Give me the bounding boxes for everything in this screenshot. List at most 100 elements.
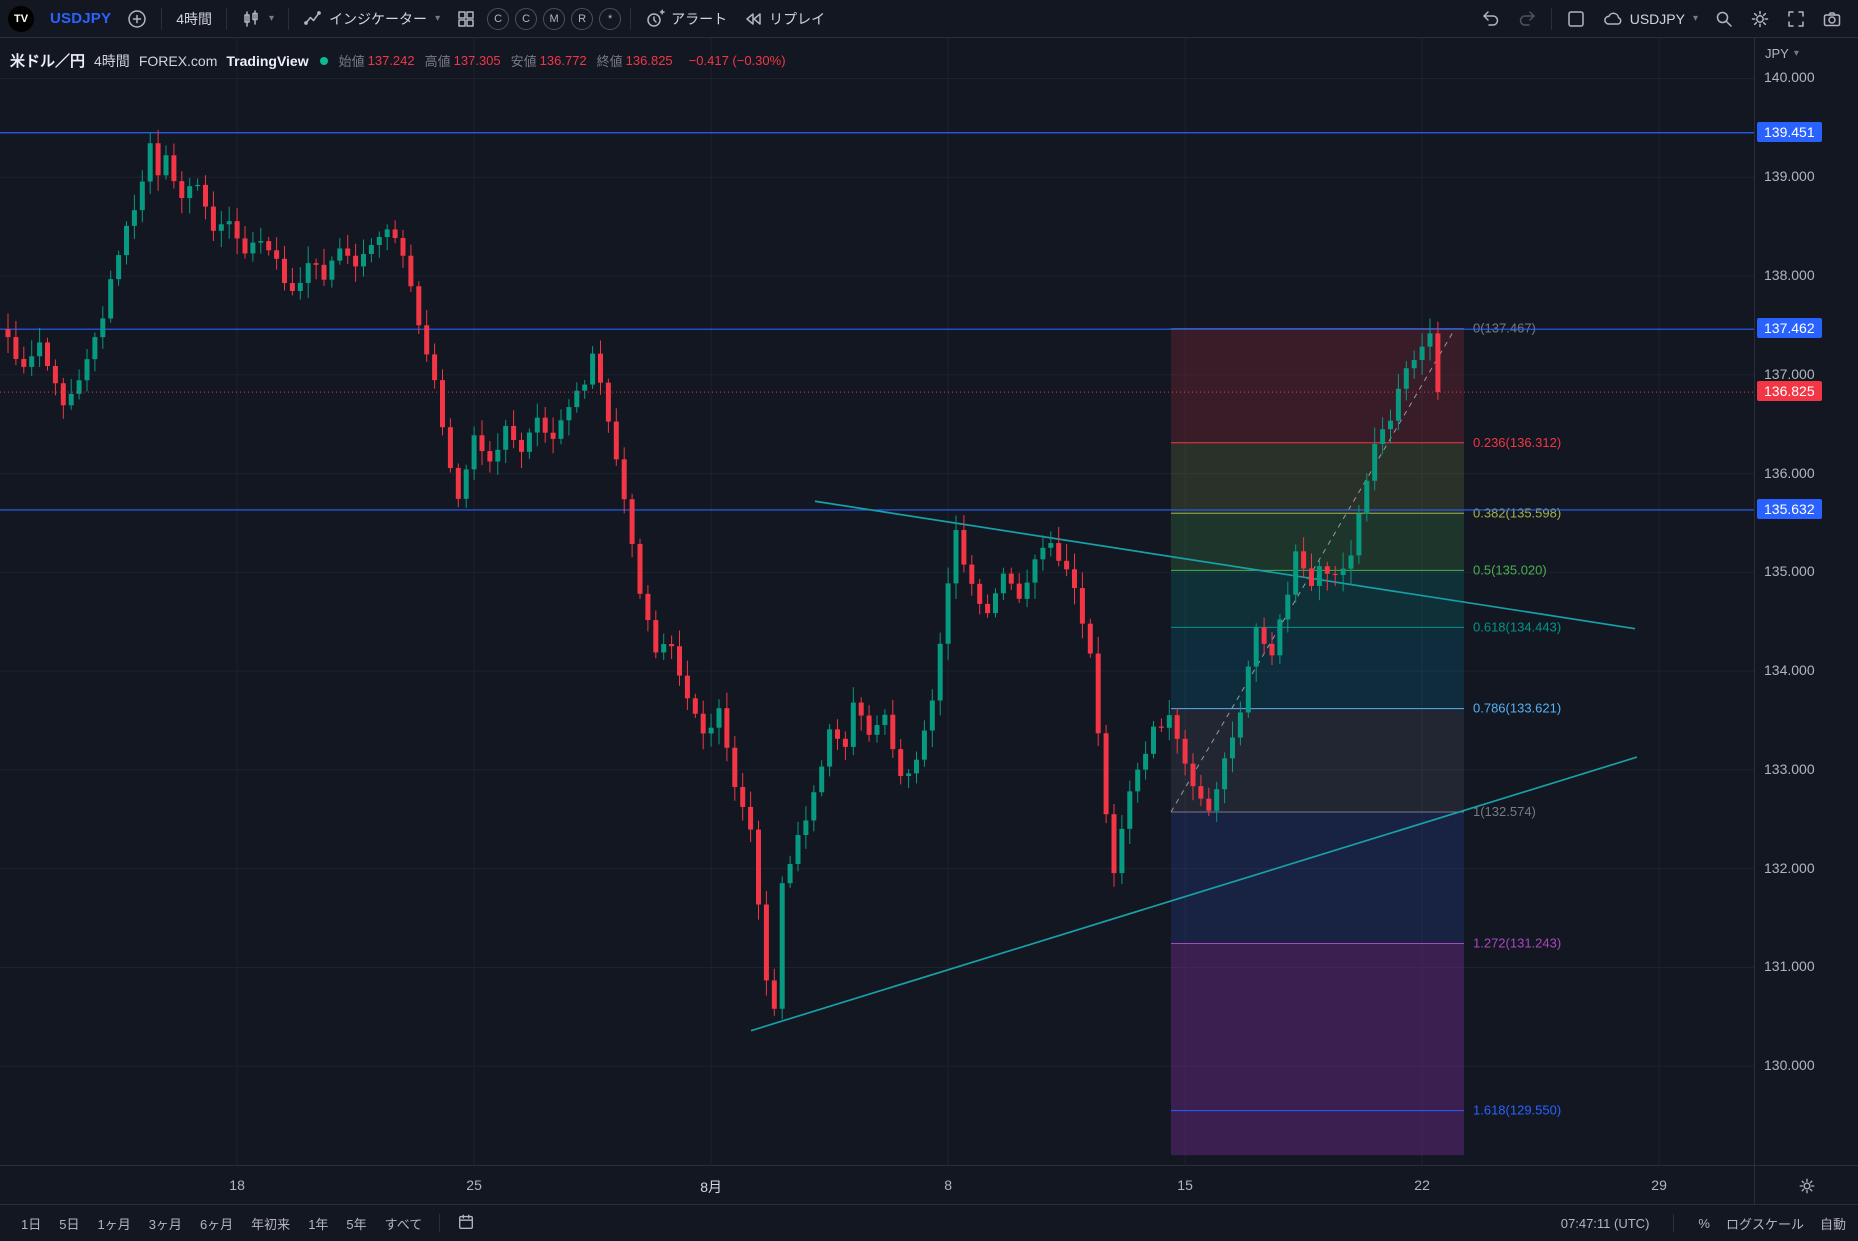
template-button-group: C C M R * <box>484 7 624 30</box>
toolbar-divider <box>1550 7 1552 30</box>
redo-icon <box>1519 10 1535 26</box>
toolbar-divider <box>288 7 290 30</box>
time-axis[interactable]: 18 25 8月 8 15 22 29 <box>0 1165 1858 1205</box>
range-button-6ヶ月[interactable]: 6ヶ月 <box>199 1216 234 1232</box>
time-axis-label: 22 <box>1414 1177 1430 1193</box>
symbol-title[interactable]: 米ドル／円 <box>10 53 86 70</box>
ohlc-label: 始値 <box>338 54 365 69</box>
fullscreen-button[interactable] <box>1778 5 1814 33</box>
snapshot-button[interactable] <box>1814 5 1850 33</box>
price-badge: 137.462 <box>1757 318 1822 339</box>
ohlc-value: 136.825 <box>625 53 673 68</box>
range-button-年初来[interactable]: 年初来 <box>251 1216 291 1232</box>
horizontal-line-drawings[interactable] <box>0 132 1754 511</box>
percent-scale-button[interactable]: % <box>1698 1215 1710 1231</box>
top-toolbar: TV USDJPY 4時間 ▾ インジケーター <box>0 0 1858 38</box>
plus-circle-icon <box>128 9 146 28</box>
symbol-search-button[interactable]: USDJPY <box>42 5 119 33</box>
compare-add-button[interactable] <box>119 5 155 33</box>
price-tick: 138.000 <box>1764 267 1815 284</box>
axis-corner <box>1754 1166 1858 1205</box>
layout-square-icon <box>1567 10 1584 27</box>
ohlc-value: 136.772 <box>539 53 587 68</box>
camera-icon <box>1823 11 1841 26</box>
price-tick: 139.000 <box>1764 168 1815 185</box>
time-axis-label: 18 <box>229 1177 245 1193</box>
template-button-4[interactable]: R <box>571 7 594 30</box>
bottom-divider <box>1673 1214 1675 1232</box>
chart-pane[interactable]: 0(137.467) 0.236(136.312) 0.382(135.598) 0.… <box>0 38 1858 1165</box>
tradingview-attribution[interactable]: TradingView <box>226 52 309 69</box>
go-to-date-button[interactable] <box>448 1210 484 1237</box>
template-button-3[interactable]: M <box>543 7 566 30</box>
time-axis-label: 25 <box>466 1177 482 1193</box>
settings-button[interactable] <box>1742 5 1778 33</box>
chevron-down-icon: ▾ <box>1692 13 1698 24</box>
alert-button[interactable]: アラート <box>637 5 735 33</box>
symbol-label: USDJPY <box>50 10 112 27</box>
price-tick: 136.000 <box>1764 464 1815 481</box>
range-button-1ヶ月[interactable]: 1ヶ月 <box>97 1216 131 1232</box>
ohlc-label: 高値 <box>424 54 451 69</box>
indicators-button[interactable]: インジケーター ▾ <box>295 5 448 33</box>
price-tick: 137.000 <box>1764 365 1815 382</box>
undo-icon <box>1482 10 1498 26</box>
template-button-5[interactable]: * <box>599 7 622 30</box>
range-button-group: 1日 5日 1ヶ月 3ヶ月 6ヶ月 年初来 1年 5年 すべて <box>12 1211 431 1236</box>
price-tick: 130.000 <box>1764 1057 1815 1074</box>
template-button-1[interactable]: C <box>487 7 510 30</box>
axis-settings-gear-icon[interactable] <box>1798 1177 1816 1195</box>
range-button-1年[interactable]: 1年 <box>308 1216 329 1232</box>
price-badge: 136.825 <box>1757 381 1822 402</box>
search-button[interactable] <box>1706 5 1742 33</box>
chevron-down-icon: ▾ <box>1793 48 1799 59</box>
chart-canvas[interactable]: 0(137.467) 0.236(136.312) 0.382(135.598) 0.… <box>0 38 1754 1165</box>
grid-layout-icon <box>458 10 474 27</box>
fib-level-label: 0.236(136.312) <box>1473 435 1561 450</box>
interval-button[interactable]: 4時間 <box>168 5 220 33</box>
undo-button[interactable] <box>1473 5 1509 33</box>
go-to-date-icon <box>459 1214 474 1229</box>
time-axis-label: 8月 <box>700 1179 722 1195</box>
cloud-layout-name: USDJPY <box>1629 10 1685 27</box>
range-button-5日[interactable]: 5日 <box>59 1216 80 1232</box>
log-scale-button[interactable]: ログスケール <box>1725 1216 1804 1232</box>
interval-label: 4時間 <box>176 10 213 27</box>
replay-label: リプレイ <box>769 10 826 27</box>
template-button-2[interactable]: C <box>515 7 538 30</box>
market-status-dot[interactable] <box>319 56 328 65</box>
bottom-right-group: 07:47:11 (UTC) % ログスケール 自動 <box>1561 1214 1846 1233</box>
fib-level-label: 0.382(135.598) <box>1473 505 1561 520</box>
axis-currency-selector[interactable]: JPY ▾ <box>1765 46 1799 61</box>
replay-button[interactable]: リプレイ <box>735 5 833 33</box>
cloud-layout-button[interactable]: USDJPY ▾ <box>1594 5 1706 33</box>
toolbar-divider <box>226 7 228 30</box>
legend-exchange[interactable]: FOREX.com <box>138 52 218 69</box>
tradingview-logo[interactable]: TV <box>8 5 34 32</box>
toolbar-divider <box>630 7 632 30</box>
price-badge: 139.451 <box>1757 121 1822 142</box>
alert-clock-icon <box>647 9 665 27</box>
ohlc-values: 始値 137.242 高値 137.305 安値 136.772 終値 136.825 <box>339 51 680 70</box>
chart-style-button[interactable]: ▾ <box>233 5 282 33</box>
range-button-すべて[interactable]: すべて <box>384 1216 423 1232</box>
layout-grid-button[interactable] <box>448 5 484 33</box>
redo-button[interactable] <box>1509 5 1545 33</box>
fib-level-label: 0.618(134.443) <box>1473 619 1561 634</box>
trend-line-drawings[interactable] <box>750 500 1638 1032</box>
price-axis[interactable]: JPY ▾ 140.000 139.000 138.000 137.000 136.00… <box>1754 38 1858 1165</box>
legend-interval[interactable]: 4時間 <box>94 52 130 69</box>
price-tick: 132.000 <box>1764 859 1815 876</box>
ohlc-label: 終値 <box>596 54 623 69</box>
utc-clock[interactable]: 07:47:11 (UTC) <box>1560 1215 1650 1231</box>
auto-scale-button[interactable]: 自動 <box>1819 1216 1846 1232</box>
time-axis-label: 8 <box>944 1177 952 1193</box>
cloud-icon <box>1603 12 1622 25</box>
fib-level-label: 0.5(135.020) <box>1473 562 1547 577</box>
multichart-layout-button[interactable] <box>1558 5 1594 33</box>
range-button-3ヶ月[interactable]: 3ヶ月 <box>148 1216 182 1232</box>
range-button-5年[interactable]: 5年 <box>346 1216 367 1232</box>
bottom-toolbar: 1日 5日 1ヶ月 3ヶ月 6ヶ月 年初来 1年 5年 すべて 07:47:11 (UTC) %… <box>0 1204 1858 1241</box>
fib-retracement-drawing[interactable]: 0(137.467) 0.236(136.312) 0.382(135.598) 0.… <box>1170 321 1561 1156</box>
range-button-1日[interactable]: 1日 <box>21 1216 42 1232</box>
